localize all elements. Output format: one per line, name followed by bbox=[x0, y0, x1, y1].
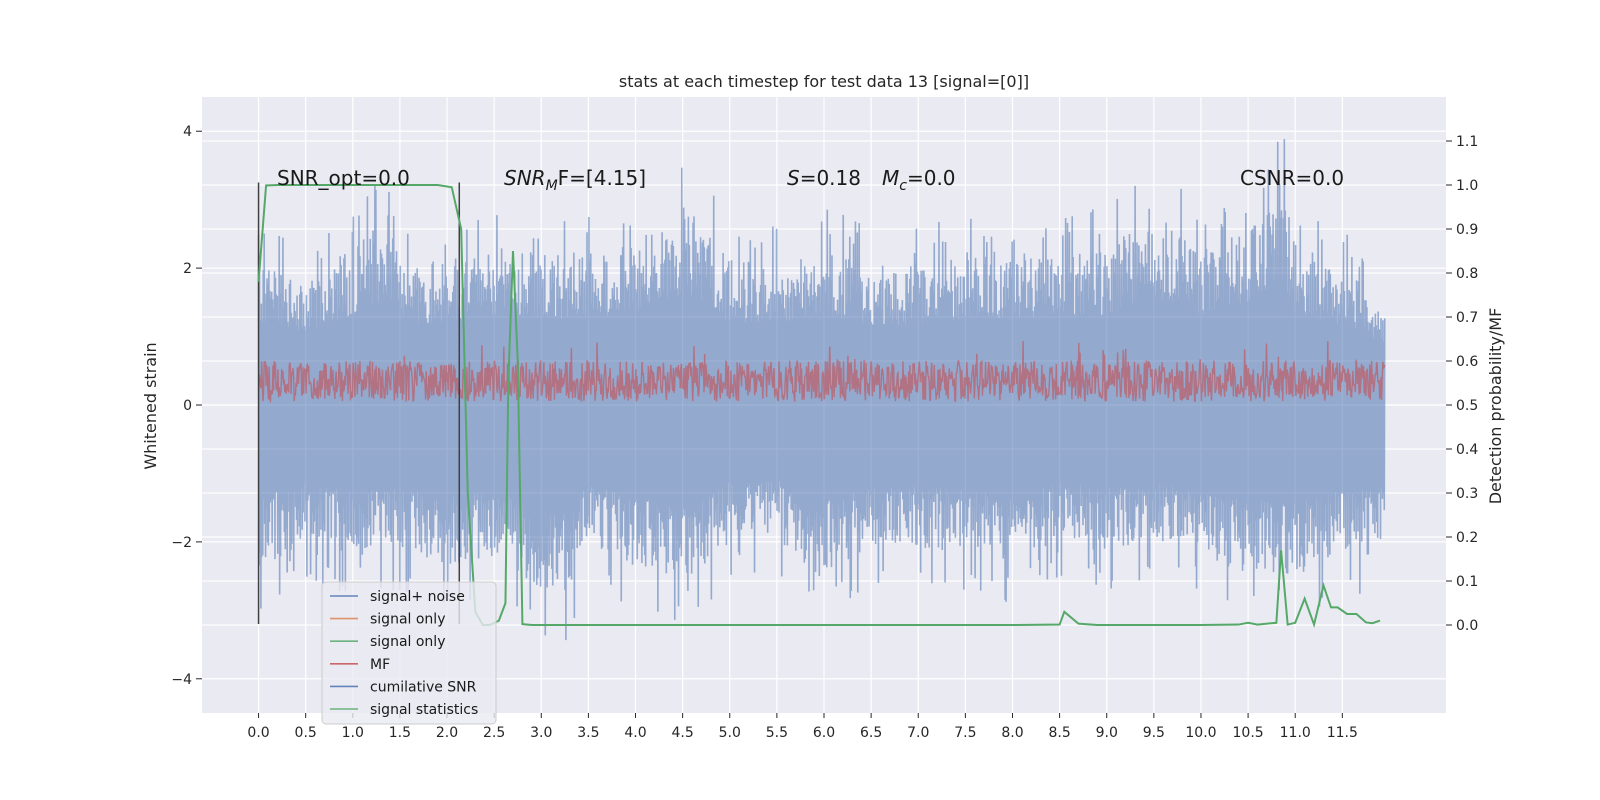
y-right-tick-label: 0.0 bbox=[1456, 618, 1478, 634]
y-right-tick-label: 0.9 bbox=[1456, 222, 1478, 238]
y-right-tick-label: 1.1 bbox=[1456, 134, 1478, 150]
mf-line bbox=[257, 340, 1386, 404]
y-axis-label-right: Detection probability/MF bbox=[1486, 308, 1505, 505]
x-tick-label: 10.0 bbox=[1185, 725, 1216, 741]
y-right-tick-label: 0.8 bbox=[1456, 266, 1478, 282]
x-tick-label: 11.5 bbox=[1327, 725, 1358, 741]
legend-label: MF bbox=[370, 657, 390, 673]
signal-noise-line bbox=[257, 139, 1386, 641]
tick-labels: 0.0 0.5 1.0 1.5 2.0 2.5 3.0 3.5 4.0 4.5 5.0 5.5 6.0 6… bbox=[171, 124, 1478, 741]
x-tick-label: 5.0 bbox=[719, 725, 741, 741]
y-right-tick-label: 0.6 bbox=[1456, 354, 1478, 370]
annotation-snr-opt: SNR_opt=0.0 bbox=[277, 166, 410, 190]
y-right-tick-label: 1.0 bbox=[1456, 178, 1478, 194]
x-tick-label: 6.0 bbox=[813, 725, 835, 741]
legend-label: signal only bbox=[370, 634, 445, 650]
x-tick-label: 1.5 bbox=[389, 725, 411, 741]
signal-statistics-series bbox=[257, 184, 1381, 629]
x-tick-label: 1.0 bbox=[342, 725, 364, 741]
x-tick-label: 3.5 bbox=[577, 725, 599, 741]
x-tick-label: 0.5 bbox=[295, 725, 317, 741]
annotations: SNR_opt=0.0 SNRMF=[4.15] S=0.18 Mc=0.0 CSNR=… bbox=[277, 166, 1344, 194]
y-right-tick-label: 0.4 bbox=[1456, 442, 1478, 458]
y-tick-label: −4 bbox=[171, 672, 192, 688]
annotation-mc: Mc=0.0 bbox=[882, 166, 956, 194]
y-right-tick-label: 0.3 bbox=[1456, 486, 1478, 502]
legend: signal+ noise signal only signal only MF cum… bbox=[321, 581, 497, 725]
chart-title: stats at each timestep for test data 13 … bbox=[619, 72, 1029, 91]
legend-label: signal+ noise bbox=[370, 589, 465, 605]
x-tick-label: 7.0 bbox=[907, 725, 929, 741]
x-tick-label: 0.0 bbox=[247, 725, 269, 741]
x-tick-label: 3.0 bbox=[530, 725, 552, 741]
y-right-tick-label: 0.2 bbox=[1456, 530, 1478, 546]
x-tick-label: 7.5 bbox=[954, 725, 976, 741]
legend-label: signal only bbox=[370, 612, 445, 628]
signal-statistics-line bbox=[257, 184, 1381, 629]
y-tick-label: 2 bbox=[183, 261, 192, 277]
x-tick-label: 10.5 bbox=[1233, 725, 1264, 741]
annotation-s: S=0.18 bbox=[787, 166, 861, 190]
y-right-tick-label: 0.7 bbox=[1456, 310, 1478, 326]
x-tick-label: 5.5 bbox=[766, 725, 788, 741]
y-tick-label: 4 bbox=[183, 124, 192, 140]
x-tick-label: 2.0 bbox=[436, 725, 458, 741]
x-tick-label: 9.5 bbox=[1143, 725, 1165, 741]
x-tick-label: 2.5 bbox=[483, 725, 505, 741]
x-tick-label: 11.0 bbox=[1280, 725, 1311, 741]
annotation-csnr: CSNR=0.0 bbox=[1240, 166, 1344, 190]
x-tick-label: 4.5 bbox=[672, 725, 694, 741]
x-tick-label: 8.0 bbox=[1001, 725, 1023, 741]
legend-label: signal statistics bbox=[370, 702, 478, 718]
mf-series bbox=[257, 340, 1386, 404]
y-tick-label: 0 bbox=[183, 398, 192, 414]
legend-label: cumilative SNR bbox=[370, 679, 477, 695]
x-tick-label: 6.5 bbox=[860, 725, 882, 741]
y-right-tick-label: 0.5 bbox=[1456, 398, 1478, 414]
y-axis-label-left: Whitened strain bbox=[141, 342, 160, 469]
x-tick-label: 9.0 bbox=[1096, 725, 1118, 741]
legend-box bbox=[321, 581, 497, 725]
x-tick-label: 4.0 bbox=[624, 725, 646, 741]
signal-noise-series bbox=[257, 139, 1386, 641]
annotation-snr-mf: SNRMF=[4.15] bbox=[504, 166, 646, 194]
y-right-tick-label: 0.1 bbox=[1456, 574, 1478, 590]
x-tick-label: 8.5 bbox=[1048, 725, 1070, 741]
y-tick-label: −2 bbox=[171, 535, 192, 551]
vertical-markers bbox=[257, 182, 461, 625]
